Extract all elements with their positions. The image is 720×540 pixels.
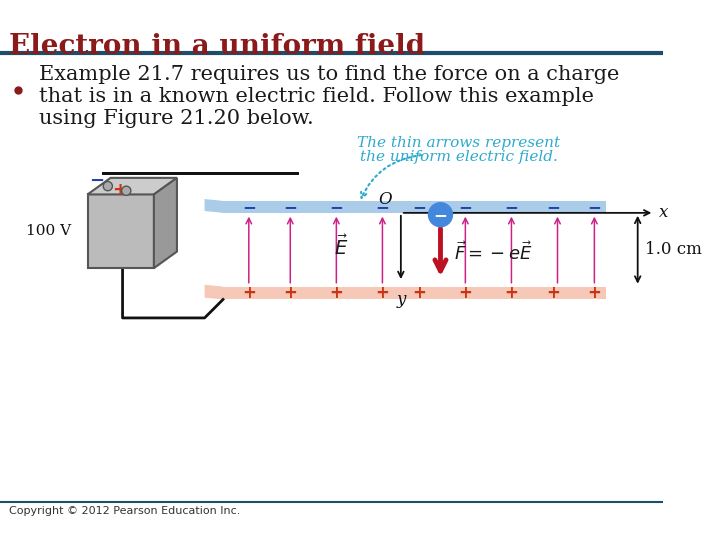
Text: $\vec{F} = -e\vec{E}$: $\vec{F} = -e\vec{E}$ (454, 241, 534, 264)
Text: −: − (505, 198, 518, 216)
Circle shape (122, 186, 131, 195)
Text: 100 V: 100 V (26, 224, 71, 238)
Text: −: − (433, 206, 447, 224)
Text: −: − (330, 198, 343, 216)
Text: the uniform electric field.: the uniform electric field. (360, 150, 558, 164)
Text: −: − (376, 198, 390, 216)
Text: +: + (242, 284, 256, 302)
Text: y: y (396, 291, 405, 308)
Polygon shape (88, 178, 177, 194)
Circle shape (103, 181, 112, 191)
Text: 1.0 cm: 1.0 cm (645, 241, 702, 258)
Text: +: + (588, 284, 601, 302)
Text: Copyright © 2012 Pearson Education Inc.: Copyright © 2012 Pearson Education Inc. (9, 506, 240, 516)
Text: that is in a known electric field. Follow this example: that is in a known electric field. Follo… (39, 86, 594, 106)
Text: −: − (459, 198, 472, 216)
Text: +: + (376, 284, 390, 302)
Text: −: − (413, 198, 426, 216)
Text: +: + (413, 284, 426, 302)
Text: +: + (505, 284, 518, 302)
Text: +: + (459, 284, 472, 302)
Text: +: + (112, 181, 127, 199)
Text: The thin arrows represent: The thin arrows represent (357, 137, 560, 150)
Text: −: − (588, 198, 601, 216)
Bar (88, 194, 154, 268)
Text: +: + (284, 284, 297, 302)
Bar (223, 287, 606, 300)
Polygon shape (154, 178, 177, 268)
Text: +: + (546, 284, 560, 302)
Bar (223, 201, 606, 213)
Polygon shape (204, 199, 223, 213)
Text: −: − (89, 172, 104, 190)
Text: O: O (378, 191, 392, 208)
Text: −: − (546, 198, 560, 216)
Text: Electron in a uniform field: Electron in a uniform field (9, 33, 426, 60)
Text: Example 21.7 requires us to find the force on a charge: Example 21.7 requires us to find the for… (39, 64, 619, 84)
Text: +: + (330, 284, 343, 302)
Text: $\vec{E}$: $\vec{E}$ (334, 235, 348, 259)
Text: −: − (242, 198, 256, 216)
Text: −: − (284, 198, 297, 216)
Text: using Figure 21.20 below.: using Figure 21.20 below. (39, 109, 313, 128)
Text: x: x (659, 204, 668, 221)
Polygon shape (204, 285, 223, 300)
Circle shape (428, 202, 452, 227)
